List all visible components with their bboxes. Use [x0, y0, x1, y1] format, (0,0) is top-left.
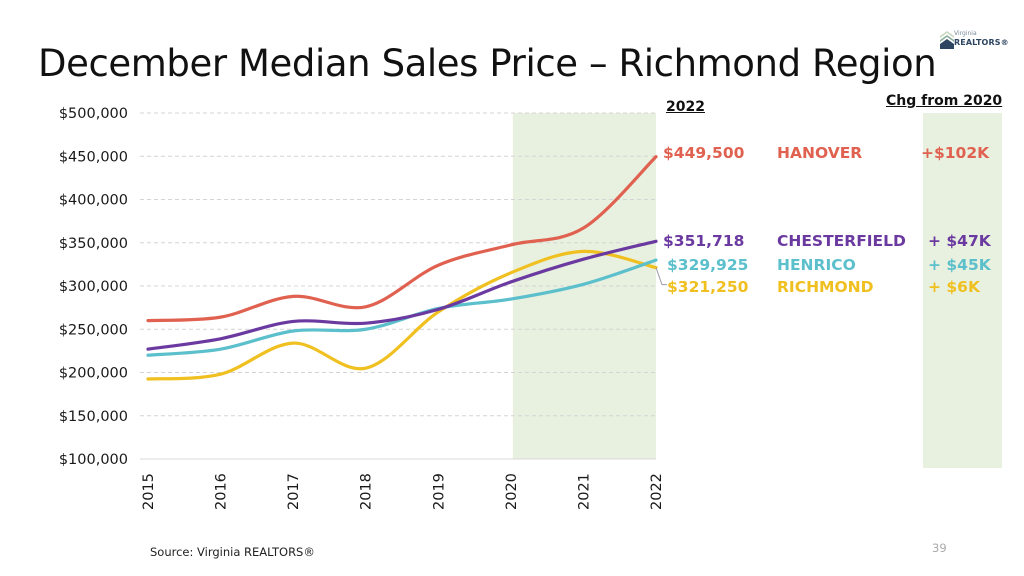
- y-tick-label: $350,000: [59, 236, 128, 252]
- y-tick-label: $450,000: [59, 149, 128, 165]
- x-tick-label: 2022: [649, 473, 665, 510]
- row-change-from-2020: +$102K: [921, 144, 990, 162]
- x-tick-label: 2017: [286, 473, 302, 510]
- row-region-name: HENRICO: [777, 256, 856, 274]
- row-value-2022: $351,718: [663, 232, 745, 250]
- row-value-2022: $329,925: [667, 256, 749, 274]
- row-change-from-2020: + $6K: [928, 278, 980, 296]
- series-line-chesterfield: [146, 239, 658, 351]
- slide-title: December Median Sales Price – Richmond R…: [38, 42, 937, 85]
- y-tick-label: $100,000: [59, 452, 128, 468]
- change-column-highlight: [923, 113, 1002, 468]
- logo-line1: Virginia: [954, 30, 977, 37]
- richmond-label-leader-line: [655, 267, 667, 286]
- x-tick-label: 2015: [141, 473, 157, 510]
- row-value-2022: $321,250: [667, 278, 749, 296]
- x-tick-label: 2018: [359, 473, 375, 510]
- y-tick-label: $250,000: [59, 322, 128, 338]
- x-tick-label: 2016: [214, 473, 230, 510]
- x-tick-label: 2019: [431, 473, 447, 510]
- row-region-name: HANOVER: [777, 144, 863, 162]
- x-tick-label: 2020: [504, 473, 520, 510]
- y-tick-label: $150,000: [59, 409, 128, 425]
- y-tick-label: $300,000: [59, 279, 128, 295]
- value-column-header: 2022: [666, 99, 705, 115]
- row-value-2022: $449,500: [663, 144, 745, 162]
- y-tick-label: $400,000: [59, 193, 128, 209]
- row-change-from-2020: + $47K: [928, 232, 991, 250]
- house-roof-logo-icon: [940, 31, 954, 49]
- source-note: Source: Virginia REALTORS®: [150, 545, 315, 559]
- change-column-header: Chg from 2020: [886, 93, 1003, 109]
- row-region-name: RICHMOND: [777, 278, 874, 296]
- row-change-from-2020: + $45K: [928, 256, 991, 274]
- virginia-realtors-logo: Virginia REALTORS®: [938, 30, 1009, 52]
- x-tick-label: 2021: [576, 473, 592, 510]
- y-tick-label: $500,000: [59, 106, 128, 122]
- series-line-richmond: [146, 249, 658, 381]
- page-number: 39: [932, 541, 947, 555]
- logo-line2: REALTORS®: [954, 38, 1009, 47]
- y-tick-label: $200,000: [59, 366, 128, 382]
- row-region-name: CHESTERFIELD: [777, 232, 906, 250]
